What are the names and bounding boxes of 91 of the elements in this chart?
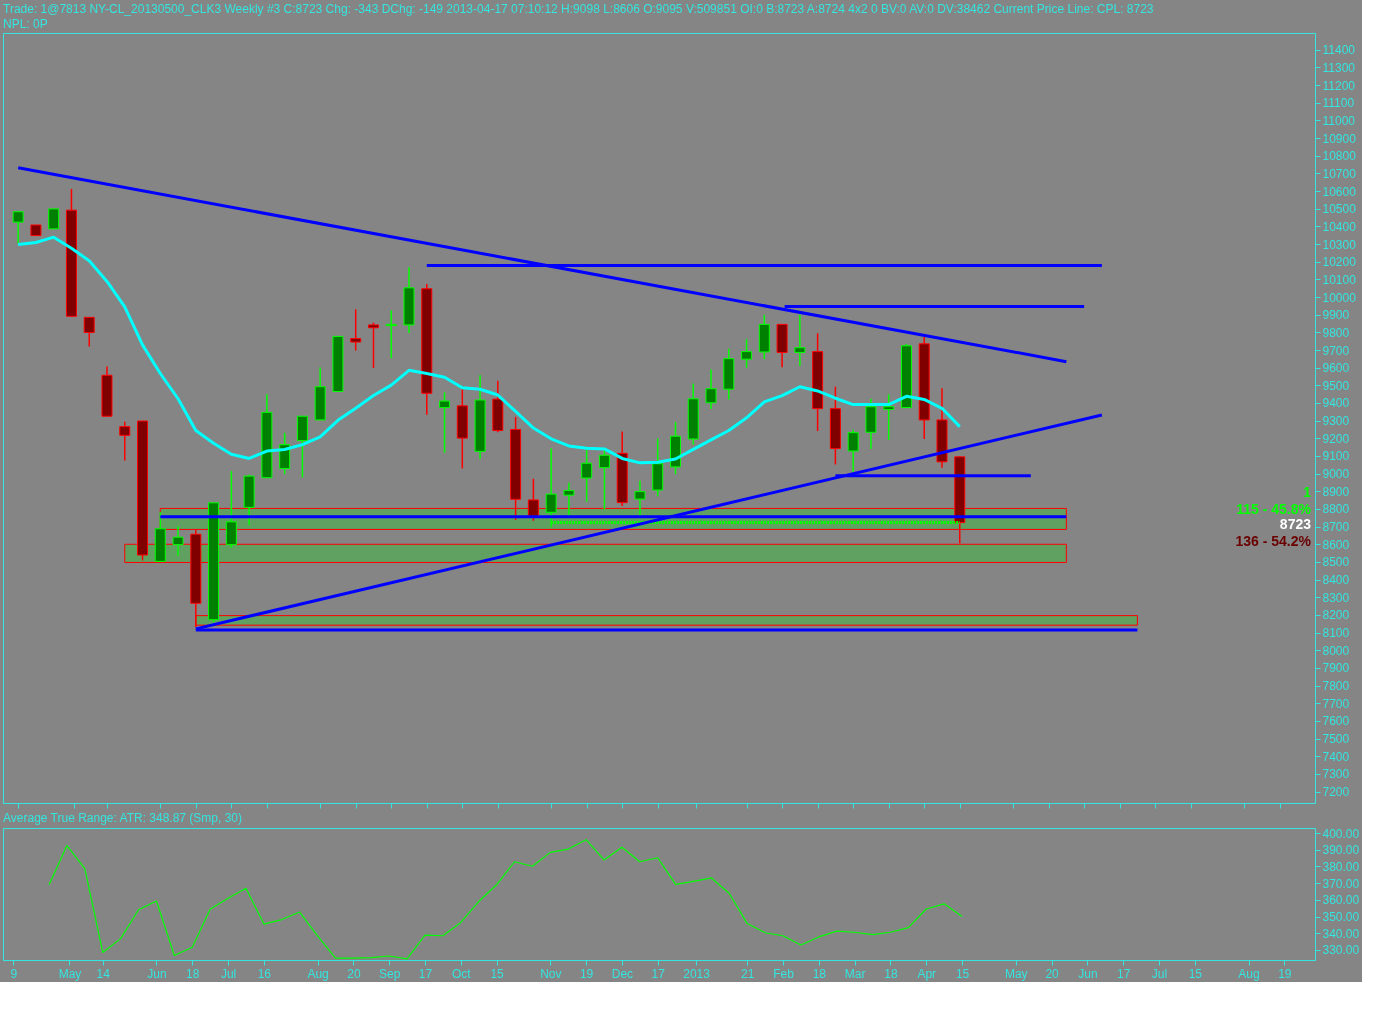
- y-tick-label: 330.00: [1322, 943, 1360, 958]
- y-tick-label: 9800: [1322, 325, 1350, 340]
- x-tick-label: Nov: [540, 966, 562, 981]
- x-tick-label: 19: [1278, 966, 1292, 981]
- x-tick-label: 16: [257, 966, 272, 981]
- y-tick-label: 7400: [1322, 749, 1350, 764]
- x-tick-label: 18: [812, 966, 827, 981]
- y-tick-label: 400.00: [1322, 826, 1360, 841]
- x-tick-label: Oct: [451, 966, 472, 981]
- y-tick-label: 9900: [1322, 308, 1350, 323]
- x-tick-label: Aug: [307, 966, 329, 981]
- x-tick-label: 20: [347, 966, 361, 981]
- chart-title: Average True Range: ATR: 348.87 (Smp, 30): [3, 811, 243, 826]
- y-tick-label: 10800: [1322, 149, 1357, 164]
- x-tick-label: 17: [418, 966, 433, 981]
- x-tick-label: Feb: [773, 966, 795, 981]
- y-tick-label: 8800: [1322, 502, 1350, 517]
- y-tick-label: 10600: [1322, 184, 1357, 199]
- x-tick-label: Mar: [844, 966, 866, 981]
- x-tick-label: Apr: [917, 966, 937, 981]
- y-tick-label: 9400: [1322, 396, 1350, 411]
- y-tick-label: 9000: [1322, 467, 1350, 482]
- chart-subtitle: NPL: 0P: [3, 17, 48, 31]
- y-tick-label: 10400: [1322, 219, 1357, 234]
- annotation: 8723: [1279, 516, 1312, 532]
- y-tick-label: 10300: [1322, 237, 1357, 252]
- y-tick-label: 10700: [1322, 166, 1357, 181]
- y-tick-label: 11100: [1322, 96, 1355, 111]
- y-tick-label: 390.00: [1322, 843, 1360, 858]
- annotation: 136 - 54.2%: [1235, 533, 1312, 549]
- annotation: 1: [1303, 484, 1312, 500]
- y-tick-label: 9500: [1322, 378, 1350, 393]
- chart-title: Trade: 1@7813 NY-CL_20130500_CLK3 Weekly #3 C:8723 Chg: -343 DChg: -149 2013-04-17 07:10:12 H:9098 L:8606 O:9095 V:509851 OI:0 B:8723 A:8724 4x2 0 BV:0 AV:0 DV:38462 Current Price Line: CPL: 8723: [3, 2, 1154, 16]
- x-tick-label: 21: [741, 966, 755, 981]
- y-tick-label: 10500: [1322, 202, 1357, 217]
- x-tick-label: 9: [10, 966, 18, 981]
- x-tick-label: 20: [1045, 966, 1060, 981]
- x-tick-label: 15: [490, 966, 505, 981]
- x-tick-label: 17: [1117, 966, 1131, 981]
- y-tick-label: 10900: [1322, 131, 1357, 146]
- y-tick-label: 10000: [1322, 290, 1357, 305]
- x-tick-label: Jul: [1151, 966, 1168, 981]
- annotation: 115 - 45.8%: [1236, 501, 1312, 517]
- y-tick-label: 9100: [1322, 449, 1350, 464]
- y-tick-label: 380.00: [1322, 859, 1360, 874]
- y-tick-label: 11200: [1322, 78, 1356, 93]
- x-tick-label: Jun: [147, 966, 167, 981]
- x-tick-label: May: [1004, 966, 1028, 981]
- y-tick-label: 11000: [1322, 113, 1356, 128]
- x-tick-label: 17: [651, 966, 666, 981]
- y-tick-label: 8700: [1322, 520, 1350, 535]
- x-tick-label: Jun: [1078, 966, 1098, 981]
- x-tick-label: 2013: [683, 966, 711, 981]
- x-tick-label: 18: [884, 966, 898, 981]
- x-tick-label: 15: [1188, 966, 1203, 981]
- y-tick-label: 8000: [1322, 643, 1350, 658]
- y-tick-label: 350.00: [1322, 910, 1360, 925]
- y-tick-label: 9300: [1322, 414, 1350, 429]
- x-tick-label: Jul: [220, 966, 237, 981]
- y-tick-label: 7200: [1322, 785, 1350, 800]
- y-tick-label: 7500: [1322, 732, 1350, 747]
- y-tick-label: 340.00: [1322, 926, 1360, 941]
- y-tick-label: 8100: [1322, 626, 1350, 641]
- y-tick-label: 7900: [1322, 661, 1350, 676]
- y-tick-label: 11400: [1322, 43, 1356, 58]
- x-tick-label: 15: [955, 966, 970, 981]
- y-tick-label: 7300: [1322, 767, 1350, 782]
- x-tick-label: 14: [96, 966, 111, 981]
- y-tick-label: 8400: [1322, 573, 1350, 588]
- x-tick-label: Aug: [1238, 966, 1260, 981]
- y-tick-label: 360.00: [1322, 893, 1360, 908]
- y-tick-label: 11300: [1322, 60, 1356, 75]
- y-tick-label: 7800: [1322, 679, 1350, 694]
- y-tick-label: 8200: [1322, 608, 1350, 623]
- x-tick-label: 19: [579, 966, 594, 981]
- y-tick-label: 9200: [1322, 431, 1350, 446]
- x-tick-label: Sep: [379, 966, 401, 981]
- y-tick-label: 8300: [1322, 590, 1350, 605]
- y-tick-label: 9600: [1322, 361, 1350, 376]
- y-tick-label: 8600: [1322, 537, 1350, 552]
- y-tick-label: 7700: [1322, 696, 1350, 711]
- x-tick-label: 18: [186, 966, 200, 981]
- y-tick-label: 8900: [1322, 484, 1350, 499]
- y-tick-label: 9700: [1322, 343, 1350, 358]
- y-tick-label: 10200: [1322, 255, 1357, 270]
- y-tick-label: 8500: [1322, 555, 1350, 570]
- y-tick-label: 10100: [1322, 272, 1357, 287]
- x-tick-label: May: [58, 966, 82, 981]
- y-tick-label: 370.00: [1322, 876, 1360, 891]
- x-tick-label: Dec: [611, 966, 634, 981]
- y-tick-label: 7600: [1322, 714, 1350, 729]
